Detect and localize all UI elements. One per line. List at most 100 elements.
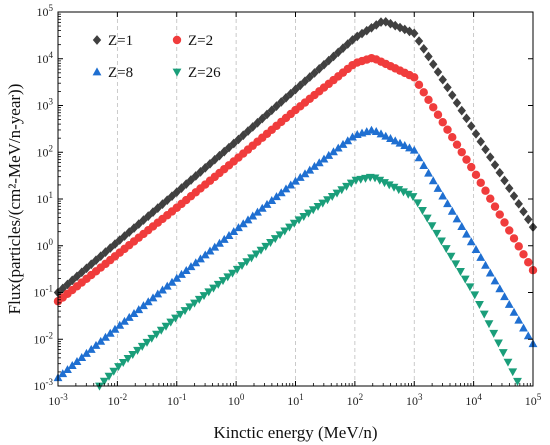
data-point	[275, 231, 285, 240]
data-point	[441, 245, 451, 254]
data-point	[428, 176, 438, 185]
data-point	[329, 147, 338, 156]
data-point	[286, 180, 296, 189]
legend-marker-Z=2	[172, 35, 182, 45]
data-point	[443, 82, 452, 93]
data-point	[239, 130, 248, 141]
data-point	[384, 181, 394, 190]
data-point	[106, 243, 115, 253]
data-point	[289, 219, 299, 228]
data-point	[223, 273, 233, 282]
data-point	[152, 330, 161, 339]
data-point	[299, 212, 309, 221]
data-point	[104, 372, 114, 381]
legend-label: Z=2	[188, 33, 213, 49]
data-point	[419, 88, 428, 97]
data-point	[158, 285, 167, 294]
data-point	[257, 203, 267, 212]
data-point	[181, 266, 191, 274]
data-point	[495, 167, 504, 178]
data-point	[524, 258, 533, 267]
x-axis-label: Kinctic energy (MeV/n)	[214, 423, 378, 442]
data-point	[314, 158, 324, 167]
data-point	[294, 216, 304, 225]
data-point	[408, 193, 418, 202]
data-point	[124, 312, 134, 321]
data-point	[433, 183, 443, 192]
data-point	[338, 139, 348, 148]
legend-marker-Z=8	[92, 67, 102, 76]
legend-label: Z=8	[108, 65, 133, 81]
data-point	[172, 187, 181, 197]
data-point	[205, 158, 215, 169]
data-point	[443, 199, 452, 208]
data-point	[403, 190, 413, 199]
data-point	[457, 147, 466, 157]
data-point	[342, 182, 351, 191]
data-point	[123, 355, 133, 363]
data-point	[452, 140, 462, 149]
data-point	[495, 210, 504, 219]
data-point	[243, 215, 253, 224]
data-point	[232, 265, 242, 274]
data-point	[72, 357, 82, 365]
data-point	[395, 138, 405, 147]
data-point	[386, 134, 395, 143]
data-point	[418, 206, 427, 215]
data-point	[514, 315, 524, 324]
data-point	[475, 301, 484, 310]
data-point	[300, 169, 310, 178]
data-point	[158, 199, 167, 209]
data-point	[120, 316, 129, 325]
data-point	[390, 136, 400, 145]
data-point	[118, 359, 128, 368]
data-point	[280, 227, 290, 236]
data-point	[471, 170, 481, 180]
data-point	[471, 129, 481, 139]
data-point	[514, 198, 523, 209]
data-point	[281, 184, 291, 193]
data-point	[205, 246, 215, 255]
data-point	[96, 336, 106, 345]
legend: Z=1 Z=2 Z=8 Z=26	[92, 33, 221, 81]
data-point	[213, 280, 223, 289]
data-point	[200, 250, 210, 259]
data-point	[142, 338, 152, 347]
data-point	[186, 262, 196, 271]
data-point	[485, 268, 495, 277]
data-point	[210, 242, 220, 251]
data-point	[110, 324, 120, 333]
data-point	[313, 202, 323, 211]
legend-marker-Z=1	[92, 35, 102, 45]
data-point	[199, 292, 209, 301]
data-point	[153, 203, 162, 213]
data-point	[219, 234, 229, 243]
data-point	[376, 17, 386, 27]
data-point	[285, 223, 294, 232]
data-point	[481, 186, 490, 195]
data-point	[437, 237, 446, 246]
data-point	[295, 172, 305, 181]
data-point	[467, 121, 476, 131]
data-point	[429, 59, 438, 70]
data-point	[171, 314, 180, 323]
y-tick-label: 105	[37, 3, 54, 19]
data-point	[291, 176, 300, 185]
data-point	[348, 132, 357, 141]
x-tick-label: 10-3	[48, 392, 68, 408]
data-point	[422, 214, 432, 223]
data-point	[410, 28, 419, 39]
data-point	[125, 227, 134, 237]
data-point	[448, 132, 457, 142]
data-point	[177, 269, 186, 278]
data-point	[466, 237, 476, 246]
data-point	[337, 186, 347, 195]
data-point	[276, 188, 286, 197]
y-tick-label: 101	[37, 190, 54, 206]
data-point	[448, 90, 457, 100]
data-point	[253, 207, 262, 216]
data-point	[438, 191, 448, 200]
data-point	[139, 215, 148, 225]
data-point	[481, 260, 490, 269]
